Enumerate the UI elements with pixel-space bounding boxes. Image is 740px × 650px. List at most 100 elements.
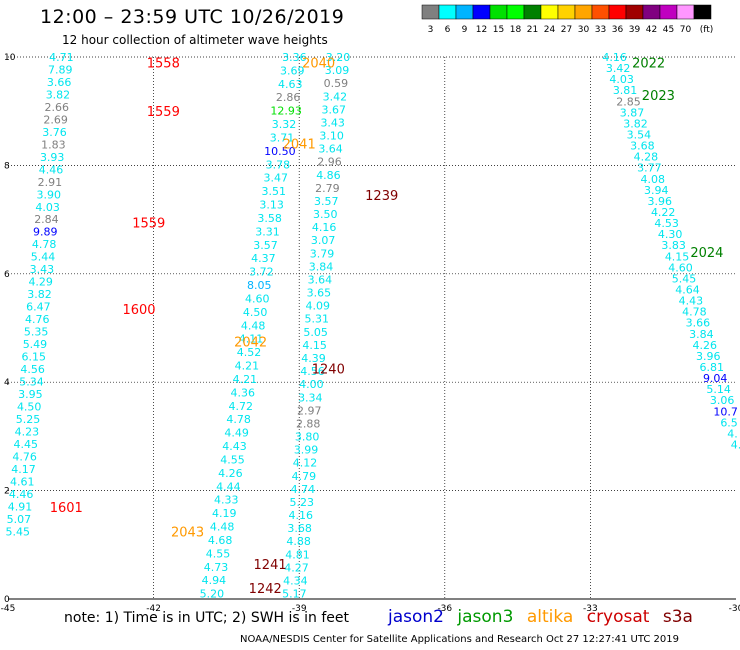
- data-value-label: 5.45: [672, 272, 697, 285]
- data-value-label: 4.61: [10, 475, 35, 488]
- colorbar-swatch: [523, 4, 542, 20]
- legend-cryosat: cryosat: [586, 607, 650, 627]
- pass-time-label: 1600: [122, 303, 155, 318]
- data-value-label: 4.43: [222, 440, 247, 453]
- data-value-label: 4.33: [214, 494, 239, 507]
- data-value-label: 3.69: [280, 64, 305, 77]
- data-value-label: 4.94: [202, 574, 227, 587]
- data-value-label: 3.71: [270, 131, 295, 144]
- data-value-label: 3.87: [620, 106, 645, 119]
- data-value-label: 2.96: [317, 156, 342, 169]
- data-value-label: 6.47: [26, 301, 51, 314]
- data-value-label: 4.74: [291, 483, 316, 496]
- data-value-label: 3.82: [27, 288, 52, 301]
- data-value-label: 4.34: [283, 574, 308, 587]
- data-value-label: 5.31: [304, 313, 329, 326]
- data-value-label: 4.50: [17, 400, 42, 413]
- page-title: 12:00 – 23:59 UTC 10/26/2019: [40, 6, 345, 28]
- data-value-label: 4.26: [693, 339, 718, 352]
- colorbar-swatch: [506, 4, 525, 20]
- data-value-label: 3.57: [253, 239, 278, 252]
- data-value-label: 3.36: [282, 51, 307, 64]
- data-value-label: 4.39: [301, 352, 326, 365]
- data-value-label: 3.96: [696, 350, 721, 363]
- colorbar-swatch: [455, 4, 474, 20]
- footer-credit: NOAA/NESDIS Center for Satellite Applica…: [240, 634, 679, 645]
- data-value-label: 4.16: [312, 221, 337, 234]
- colorbar-swatch: [676, 4, 695, 20]
- colorbar-label: 6: [445, 25, 451, 35]
- colorbar-label: 12: [476, 25, 487, 35]
- legend-jason2: jason2: [388, 607, 444, 627]
- data-value-label: 4.00: [299, 378, 324, 391]
- data-value-label: 4.56: [300, 365, 325, 378]
- data-value-label: 3.32: [272, 118, 297, 131]
- data-value-label: 4.28: [634, 151, 659, 164]
- data-value-label: 3.80: [295, 431, 320, 444]
- data-value-label: 4.16: [602, 51, 627, 64]
- data-value-label: 4.50: [243, 306, 268, 319]
- data-value-label: 4.81: [285, 548, 310, 561]
- data-value-label: 3.20: [326, 51, 351, 64]
- data-value-label: 3.72: [249, 266, 274, 279]
- data-value-label: 4.91: [8, 500, 33, 513]
- chart-subtitle: 12 hour collection of altimeter wave hei…: [62, 33, 328, 47]
- pass-time-label: 2023: [642, 89, 675, 104]
- data-value-label: 4.: [731, 439, 740, 452]
- data-value-label: 1.83: [41, 138, 66, 151]
- data-value-label: 2.91: [38, 176, 63, 189]
- data-value-label: 3.94: [644, 184, 669, 197]
- pass-time-label: 2043: [171, 525, 204, 540]
- data-value-label: 3.96: [647, 195, 672, 208]
- colorbar-label: 3: [428, 25, 434, 35]
- colorbar-swatch: [608, 4, 627, 20]
- data-value-label: 3.42: [606, 62, 631, 75]
- data-value-label: 4.03: [609, 73, 634, 86]
- data-value-label: 4.17: [11, 463, 36, 476]
- data-value-label: 3.65: [307, 287, 332, 300]
- data-value-label: 5.07: [7, 513, 32, 526]
- data-value-label: 4.55: [220, 453, 245, 466]
- x-tick-label: -39: [292, 604, 307, 614]
- data-value-label: 3.10: [319, 130, 344, 143]
- pass-time-label: 2041: [283, 138, 316, 153]
- y-tick-label: 8: [4, 161, 10, 171]
- data-value-label: 10.7: [713, 405, 738, 418]
- data-value-label: 2.66: [45, 101, 70, 114]
- data-value-label: 5.14: [706, 383, 731, 396]
- data-value-label: 3.77: [637, 162, 662, 175]
- data-value-label: 4.73: [204, 561, 229, 574]
- data-value-label: 10.50: [264, 145, 296, 158]
- satellite-legend: jason2 jason3 altika cryosat s3a: [388, 607, 701, 627]
- data-value-label: 4.27: [284, 561, 309, 574]
- x-tick-label: -33: [583, 604, 598, 614]
- data-value-label: 4.43: [679, 295, 704, 308]
- data-value-label: 4.15: [665, 250, 690, 263]
- data-value-label: 4.46: [9, 488, 34, 501]
- data-value-label: 5.25: [16, 413, 41, 426]
- data-value-label: 4.23: [15, 425, 40, 438]
- data-value-label: 5.05: [303, 326, 328, 339]
- data-value-label: 4.12: [293, 457, 318, 470]
- data-value-label: 3.07: [311, 234, 336, 247]
- data-value-label: 4.78: [32, 238, 57, 251]
- colorbar-label: 24: [544, 25, 556, 35]
- pass-time-label: 1559: [147, 105, 180, 120]
- colorbar-swatch: [591, 4, 610, 20]
- data-value-label: 3.31: [255, 225, 280, 238]
- colorbar-label: 45: [663, 25, 674, 35]
- colorbar-label: 18: [510, 25, 522, 35]
- data-value-label: 3.34: [298, 391, 323, 404]
- data-value-label: 3.64: [318, 143, 343, 156]
- data-value-label: 3.50: [313, 208, 338, 221]
- data-value-label: 4.16: [288, 509, 313, 522]
- data-value-label: 4.60: [668, 261, 693, 274]
- colorbar-label: 36: [612, 25, 624, 35]
- y-tick-label: 6: [4, 270, 10, 280]
- data-value-label: 2.86: [276, 91, 301, 104]
- data-value-label: 5.49: [23, 338, 48, 351]
- data-value-label: 4.26: [218, 467, 243, 480]
- data-value-label: 3.66: [686, 317, 711, 330]
- colorbar-swatch: [540, 4, 559, 20]
- data-value-label: 3.68: [630, 140, 655, 153]
